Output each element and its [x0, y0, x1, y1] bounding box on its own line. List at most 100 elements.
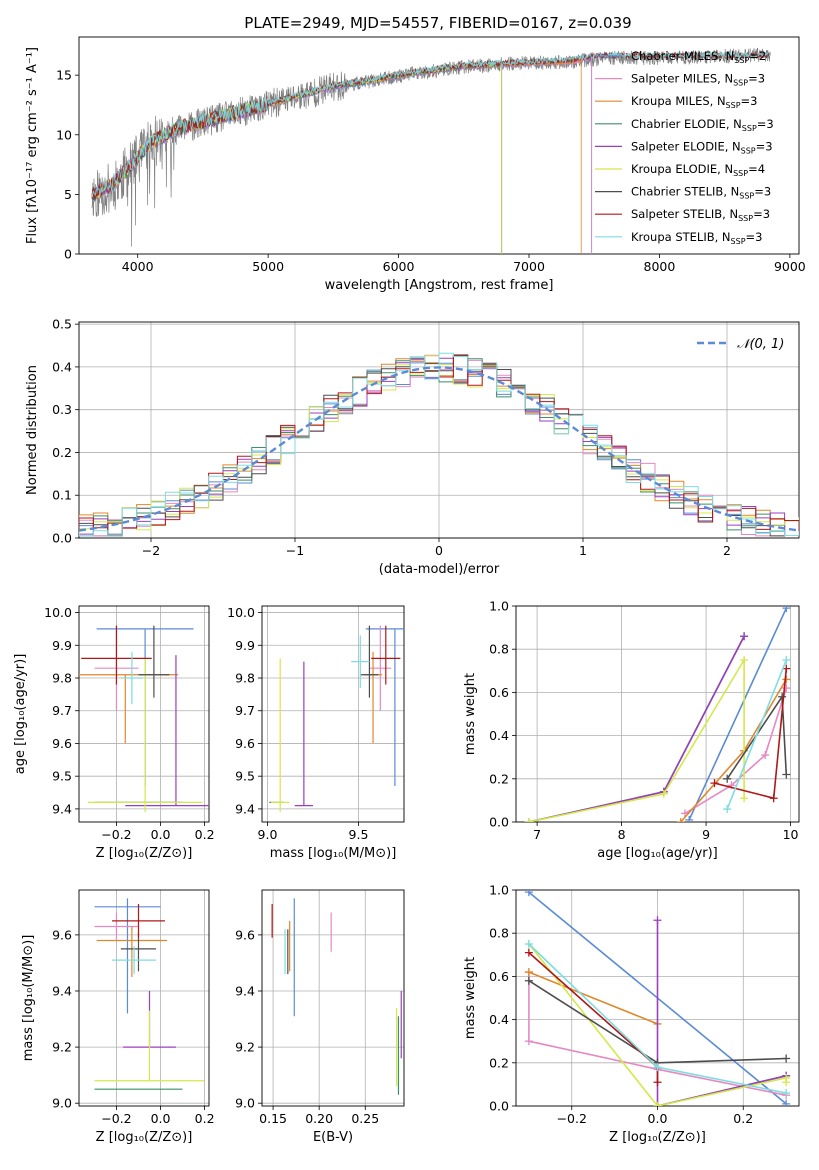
panel-mass-weight-vs-age: 7 8 9 10 0.0 0.2 0.4 0.6 0.8 1.0 age [log₁₀(age/yr…	[463, 599, 800, 861]
legend-count: =3	[756, 139, 773, 153]
y-tick-label: 9.6	[235, 927, 255, 942]
y-tick-label: 0.0	[489, 815, 509, 830]
mass-weight-marker	[676, 818, 685, 822]
mass-weight-marker	[723, 774, 732, 783]
legend-entry: Kroupa STELIB, NSSP=3	[631, 230, 762, 246]
mass-weight-line	[528, 972, 787, 1096]
axes-frame	[261, 889, 405, 1107]
legend-label: Salpeter MILES, N	[631, 72, 733, 86]
x-axis-label: age [log₁₀(age/yr)]	[597, 846, 718, 861]
y-tick-label: 0.1	[52, 488, 72, 503]
legend-subscript: SSP	[739, 192, 754, 201]
model-spectrum	[91, 60, 503, 254]
y-tick-label: 0.2	[52, 445, 72, 460]
legend-label: Kroupa ELODIE, N	[631, 162, 733, 176]
panel-age-vs-Z: −0.2 0.0 0.2 9.4 9.5 9.6 9.7 9.8 9.9 10.0 Z [log₁₀…	[13, 605, 215, 861]
y-tick-label: 9.4	[235, 983, 255, 998]
legend-subscript: SSP	[731, 237, 746, 246]
panel-age-vs-mass: 9.0 9.5 9.4 9.5 9.6 9.7 9.8 9.9 10.0 mass [log₁₀(…	[227, 605, 405, 861]
x-tick-label: 5000	[252, 259, 284, 274]
x-tick-label: 0.2	[195, 827, 215, 842]
mass-weight-marker	[524, 818, 533, 822]
mass-weight-marker	[782, 770, 791, 779]
y-tick-label: 10	[56, 127, 72, 142]
x-axis-label: mass [log₁₀(M/M⊙)]	[270, 846, 397, 861]
mass-weight-marker	[740, 794, 749, 803]
x-tick-label: 0.2	[195, 1111, 215, 1126]
mass-weight-marker	[653, 1063, 662, 1072]
mass-vs-Z-plot-area	[94, 898, 205, 1090]
mass-weight-marker	[740, 632, 749, 641]
mass-weight-marker	[524, 976, 533, 985]
panel-mass-weight-vs-Z: −0.2 0.0 0.2 0.0 0.2 0.4 0.6 0.8 1.0 Z [log₁₀(Z/Z…	[463, 883, 800, 1145]
mass-weight-marker	[782, 1054, 791, 1063]
x-tick-label: 7000	[513, 259, 545, 274]
x-tick-label: 9.5	[349, 827, 369, 842]
legend-label: Salpeter ELODIE, N	[631, 139, 741, 153]
mass-weight-marker	[659, 789, 668, 798]
legend-count: =3	[757, 117, 774, 131]
legend-entry: Salpeter STELIB, NSSP=3	[631, 207, 770, 223]
x-axis-label: wavelength [Angstrom, rest frame]	[325, 278, 554, 293]
legend-entry: Salpeter MILES, NSSP=3	[631, 72, 765, 88]
x-tick-label: 10	[783, 827, 799, 842]
legend-entry: Kroupa MILES, NSSP=3	[631, 94, 757, 110]
mass-weight-marker	[761, 751, 770, 760]
panels: 4000 5000 6000 7000 8000 9000051015wavelength…	[13, 36, 806, 1145]
x-tick-label: 2	[723, 543, 731, 558]
y-axis-label: Normed distribution	[25, 365, 40, 495]
legend-label: Chabrier MILES, N	[631, 49, 734, 63]
y-tick-label: 10.0	[44, 605, 72, 620]
legend-label: Chabrier STELIB, N	[631, 185, 739, 199]
panel-mass-vs-Z: −0.2 0.0 0.2 9.0 9.2 9.4 9.6 Z [log₁₀(Z/Z⊙)] mas…	[21, 889, 215, 1145]
mass-weight-marker	[653, 916, 662, 925]
legend-count: =3	[741, 94, 758, 108]
x-tick-label: 6000	[383, 259, 415, 274]
y-tick-label: 9.0	[52, 1096, 72, 1111]
mass-weight-marker	[524, 968, 533, 977]
panel-residuals: −2 −1 0 1 2 0.0 0.1 0.2 0.3 0.4 0.5 (data-model)/er…	[25, 317, 800, 577]
mass-weight-marker	[524, 940, 533, 948]
legend-subscript: SSP	[726, 101, 741, 110]
mass-weight-line	[684, 687, 788, 815]
legend-count: =3	[746, 230, 763, 244]
residuals-plot-area	[79, 352, 799, 537]
x-tick-label: −0.2	[101, 1111, 131, 1126]
y-axis-label: mass [log₁₀(M/M⊙)]	[21, 935, 36, 1062]
mass-weight-marker	[685, 815, 694, 822]
y-tick-label: 9.2	[235, 1040, 255, 1055]
mass-weight-line	[528, 635, 745, 822]
y-tick-label: 9.0	[235, 1096, 255, 1111]
y-tick-label: 9.4	[52, 983, 72, 998]
y-tick-label: 0.6	[489, 969, 509, 984]
x-axis-label: E(B-V)	[313, 1130, 353, 1145]
x-tick-label: 1	[579, 543, 587, 558]
legend-label: 𝒩(0, 1)	[737, 337, 784, 352]
axes-frame	[515, 605, 800, 823]
y-tick-label: 9.2	[52, 1040, 72, 1055]
y-tick-label: 9.4	[52, 801, 72, 816]
y-tick-label: 9.9	[235, 638, 255, 653]
legend-count: =3	[753, 207, 770, 221]
mass-weight-marker	[782, 1078, 791, 1087]
x-tick-label: −0.2	[101, 827, 131, 842]
mass-weight-vs-age-plot-area	[524, 606, 791, 822]
axes-frame	[78, 889, 210, 1107]
legend-count: =3	[748, 72, 765, 86]
x-tick-label: −2	[142, 543, 160, 558]
mass-weight-marker	[769, 794, 778, 803]
mass-vs-ebv-plot-area	[271, 898, 402, 1095]
y-tick-label: 0.4	[489, 1012, 509, 1027]
mass-weight-marker	[782, 675, 791, 684]
mass-weight-marker	[710, 779, 719, 788]
y-tick-label: 0.6	[489, 685, 509, 700]
y-tick-label: 0.4	[52, 359, 72, 374]
legend-entry: Chabrier MILES, NSSP=2	[631, 49, 766, 65]
x-tick-label: 0	[435, 543, 443, 558]
y-tick-label: 9.7	[52, 703, 72, 718]
y-tick-label: 15	[56, 68, 72, 83]
legend-subscript: SSP	[734, 56, 749, 65]
mass-weight-line	[528, 635, 745, 822]
x-tick-label: 0.0	[151, 827, 171, 842]
x-tick-label: −0.2	[557, 1111, 587, 1126]
